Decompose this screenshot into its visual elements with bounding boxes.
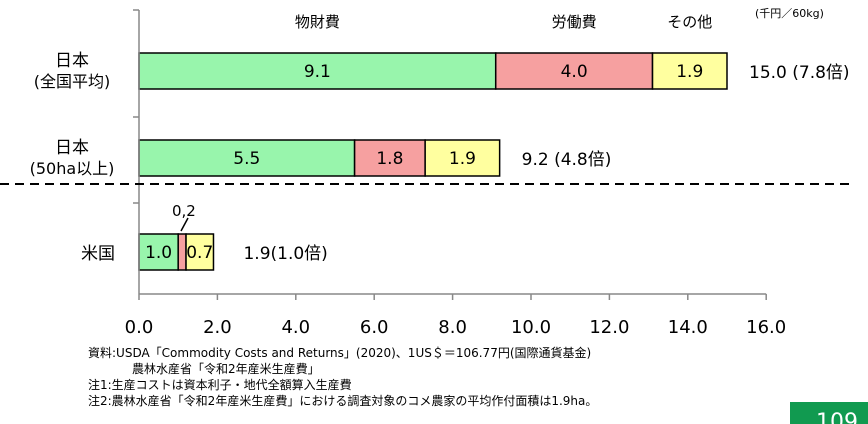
segment-value-label: 0.7 [186, 243, 213, 263]
category-label: 日本 [55, 138, 89, 158]
page-number-badge: 109 [790, 402, 868, 424]
total-label: 9.2 (4.8倍) [522, 150, 612, 170]
bar-segment-2 [494, 52, 654, 90]
x-tick-label: 10.0 [511, 317, 551, 338]
bar-segment-3 [424, 139, 501, 177]
segment-value-label: 1.8 [376, 149, 403, 169]
callout-leader [180, 217, 189, 232]
segment-value-label: 9.1 [304, 62, 331, 82]
source-line-1: 資料:USDA「Commodity Costs and Returns」(202… [88, 346, 592, 360]
x-axis: 0.0 2.0 4.0 6.0 8.0 10.0 12.0 14.0 16.0 [125, 9, 786, 338]
source-line-2: 農林水産省「令和2年産米生産費」 [132, 362, 320, 376]
segment-value-label: 1.9 [449, 149, 476, 169]
callout-label: 0,2 [172, 202, 196, 220]
segment-value-label: 5.5 [233, 149, 260, 169]
segment-labels: 9.1 4.0 1.9 5.5 1.8 1.9 1.0 0.7 [145, 62, 703, 263]
segment-value-label: 1.9 [676, 62, 703, 82]
category-label: 米国 [81, 244, 115, 264]
series-header: 物財費 [295, 13, 340, 31]
note-line-2: 注2:農林水産省「令和2年産米生産費」における調査対象のコメ農家の平均作付面積は… [88, 394, 598, 408]
bar-segment-2 [353, 139, 426, 177]
total-label: 15.0 (7.8倍) [749, 63, 850, 83]
category-sublabel: (50ha以上) [30, 159, 115, 178]
page-number: 109 [816, 410, 858, 424]
series-header: その他 [667, 13, 712, 31]
bar-segment-2 [177, 233, 187, 271]
unit-label: (千円／60kg) [755, 7, 824, 20]
bar-segment-3 [651, 52, 728, 90]
segment-value-label: 4.0 [561, 62, 588, 82]
x-tick-label: 0.0 [125, 317, 154, 338]
x-tick-label: 2.0 [203, 317, 232, 338]
x-tick-label: 14.0 [668, 317, 708, 338]
note-line-1: 注1:生産コストは資本利子・地代全額算入生産費 [88, 378, 352, 392]
bar-segment-1 [138, 52, 497, 90]
total-label: 1.9(1.0倍) [243, 244, 327, 264]
x-tick-label: 6.0 [360, 317, 389, 338]
segment-value-label: 1.0 [145, 243, 172, 263]
x-tick-label: 4.0 [281, 317, 310, 338]
x-tick-label: 8.0 [438, 317, 467, 338]
total-labels: 15.0 (7.8倍) 9.2 (4.8倍) 1.9(1.0倍) [243, 63, 849, 264]
bar-segments [138, 52, 728, 271]
series-headers: 物財費 労働費 その他 [295, 13, 712, 31]
category-sublabel: (全国平均) [34, 72, 111, 91]
category-labels: 日本(全国平均)日本(50ha以上)米国 [30, 51, 115, 264]
category-label: 日本 [55, 51, 89, 71]
series-header: 労働費 [552, 13, 597, 31]
source-notes: 資料:USDA「Commodity Costs and Returns」(202… [88, 345, 597, 409]
bar-segment-3 [185, 233, 215, 271]
bar-segment-1 [138, 233, 179, 271]
cost-comparison-chart: 9.1 4.0 1.95.5 1.8 1.91.0 0.7 物財費 労働費 その他 日本(全国… [0, 7, 850, 338]
x-tick-label: 12.0 [589, 317, 629, 338]
x-tick-label: 16.0 [746, 317, 786, 338]
